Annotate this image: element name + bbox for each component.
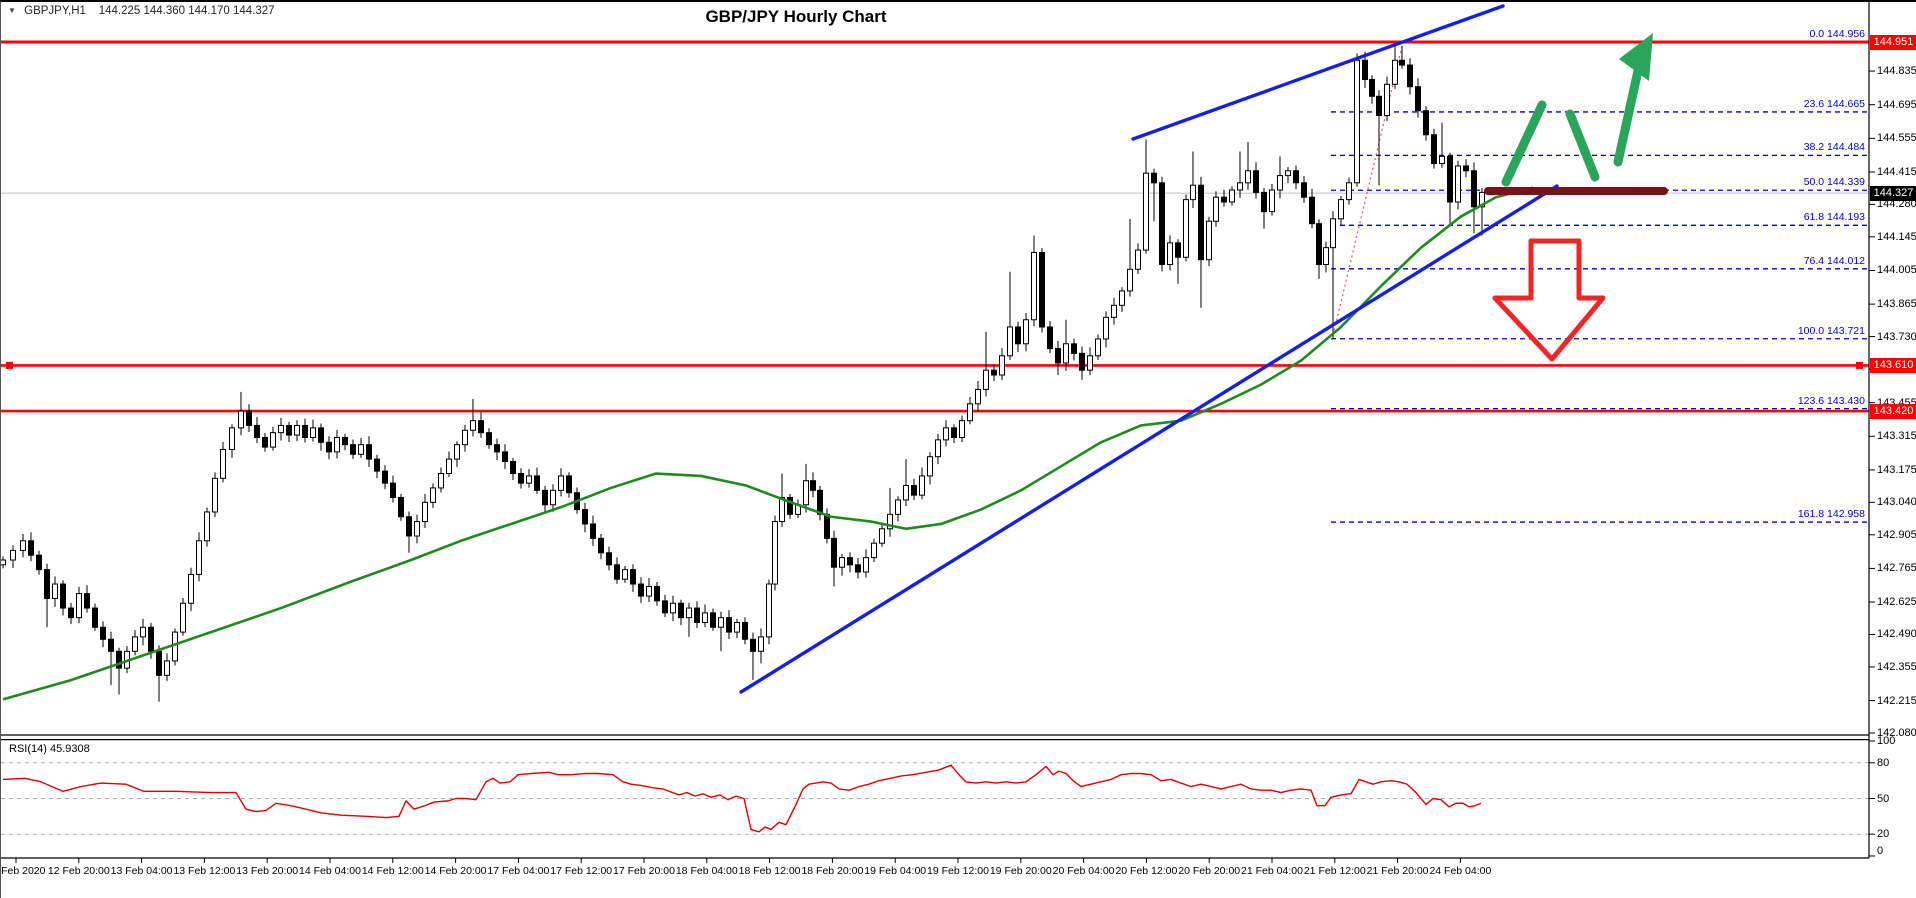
fib-label-161.8: 161.8 142.958: [1797, 508, 1865, 521]
price-tag-143.610: 143.610: [1870, 357, 1916, 373]
fib-diagonal-line[interactable]: [1331, 41, 1404, 341]
time-tick-label: 19 Feb 12:00: [927, 865, 989, 877]
price-tick-label: 144.005: [1877, 264, 1916, 277]
price-tick-label: 143.315: [1877, 430, 1916, 443]
symbol-dropdown-icon[interactable]: ▼: [8, 6, 16, 15]
line-handle[interactable]: [1856, 361, 1863, 369]
time-tick-label: 18 Feb 20:00: [801, 865, 864, 877]
time-tick-label: 13 Feb 04:00: [110, 865, 173, 877]
price-tag-143.420: 143.420: [1870, 403, 1916, 419]
price-tick-label: 143.865: [1877, 298, 1916, 311]
time-tick-label: 21 Feb 04:00: [1241, 865, 1303, 877]
price-tick-label: 144.415: [1877, 165, 1916, 178]
fib-label-100.0: 100.0 143.721: [1797, 324, 1865, 337]
rsi-line: [2, 764, 1482, 833]
fib-label-50.0: 50.0 144.339: [1803, 176, 1865, 189]
price-tick-label: 142.355: [1877, 660, 1916, 673]
price-tick-label: 144.145: [1877, 230, 1916, 243]
price-tick-label: 142.765: [1877, 562, 1916, 575]
time-tick-label: 17 Feb 04:00: [487, 865, 550, 877]
price-tag-144.951: 144.951: [1870, 34, 1916, 50]
rsi-tick-label: 50: [1877, 792, 1890, 805]
time-tick-label: 20 Feb 12:00: [1115, 865, 1178, 877]
trendline-upper-channel[interactable]: [1131, 4, 1505, 141]
rsi-tick-label: 80: [1877, 756, 1890, 769]
green-arrowhead-icon: [1619, 33, 1653, 81]
fib-label-38.2: 38.2 144.484: [1803, 141, 1865, 154]
trendline-lower-support[interactable]: [739, 184, 1559, 694]
price-tick-label: 143.040: [1877, 496, 1916, 509]
time-tick-label: 21 Feb 20:00: [1366, 865, 1429, 877]
price-tick-label: 144.280: [1877, 198, 1916, 211]
rsi-indicator-canvas[interactable]: [1, 739, 1916, 898]
time-tick-label: 14 Feb 20:00: [424, 865, 487, 877]
time-tick-label: 17 Feb 12:00: [550, 865, 613, 877]
moving-average-line: [2, 186, 1534, 701]
fib-label-123.6: 123.6 143.430: [1797, 394, 1865, 407]
fib-label-0.0: 0.0 144.956: [1809, 28, 1865, 40]
price-tick-label: 142.215: [1877, 694, 1916, 707]
price-tick-label: 144.695: [1877, 98, 1916, 111]
chart-title: GBP/JPY Hourly Chart: [705, 7, 887, 26]
rsi-tick-label: 0: [1877, 845, 1884, 857]
time-tick-label: 20 Feb 04:00: [1052, 865, 1115, 877]
price-tag-144.327: 144.327: [1870, 185, 1916, 201]
time-tick-label: 13 Feb 12:00: [173, 865, 236, 877]
ohlc-readout: 144.225 144.360 144.170 144.327: [98, 5, 275, 17]
fib-label-61.8: 61.8 144.193: [1803, 211, 1865, 224]
symbol-timeframe: GBPJPY,H1: [24, 5, 86, 17]
price-tick-label: 144.835: [1877, 65, 1916, 78]
time-tick-label: 20 Feb 20:00: [1178, 865, 1241, 877]
time-tick-label: 24 Feb 04:00: [1429, 865, 1492, 877]
price-tick-label: 142.905: [1877, 528, 1916, 541]
line-handle[interactable]: [6, 361, 13, 369]
green-up-arrow[interactable]: [1501, 33, 1653, 187]
price-chart-canvas[interactable]: [1, 2, 1916, 739]
time-tick-label: 19 Feb 04:00: [864, 865, 927, 877]
time-tick-label: 17 Feb 20:00: [613, 865, 675, 877]
price-tick-label: 143.175: [1877, 463, 1916, 476]
time-tick-label: 21 Feb 12:00: [1303, 865, 1366, 877]
price-tick-label: 142.625: [1877, 596, 1916, 609]
time-tick-label: 14 Feb 12:00: [361, 865, 424, 877]
fib-label-23.6: 23.6 144.665: [1803, 97, 1865, 110]
price-tick-label: 144.555: [1877, 132, 1916, 145]
time-tick-label: 12 Feb 20:00: [47, 865, 110, 877]
rsi-tick-label: 20: [1877, 828, 1890, 841]
candles-layer: [1, 43, 1485, 702]
time-tick-label: 19 Feb 20:00: [989, 865, 1052, 877]
price-tick-label: 142.490: [1877, 628, 1916, 641]
red-down-arrow[interactable]: [1492, 238, 1606, 362]
rsi-tick-label: 100: [1877, 735, 1896, 747]
time-tick-label: 18 Feb 04:00: [675, 865, 738, 877]
fib-label-76.4: 76.4 144.012: [1803, 254, 1865, 267]
rsi-indicator-label: RSI(14) 45.9308: [9, 743, 90, 755]
price-tick-label: 142.080: [1877, 727, 1916, 739]
time-tick-label: 18 Feb 12:00: [738, 865, 801, 877]
time-tick-label: 14 Feb 04:00: [299, 865, 361, 877]
time-tick-label: 12 Feb 2020: [1, 865, 46, 877]
time-tick-label: 13 Feb 20:00: [236, 865, 299, 877]
symbol-info-bar: ▼ GBPJPY,H1 144.225 144.360 144.170 144.…: [8, 5, 275, 17]
price-tick-label: 143.730: [1877, 330, 1916, 343]
